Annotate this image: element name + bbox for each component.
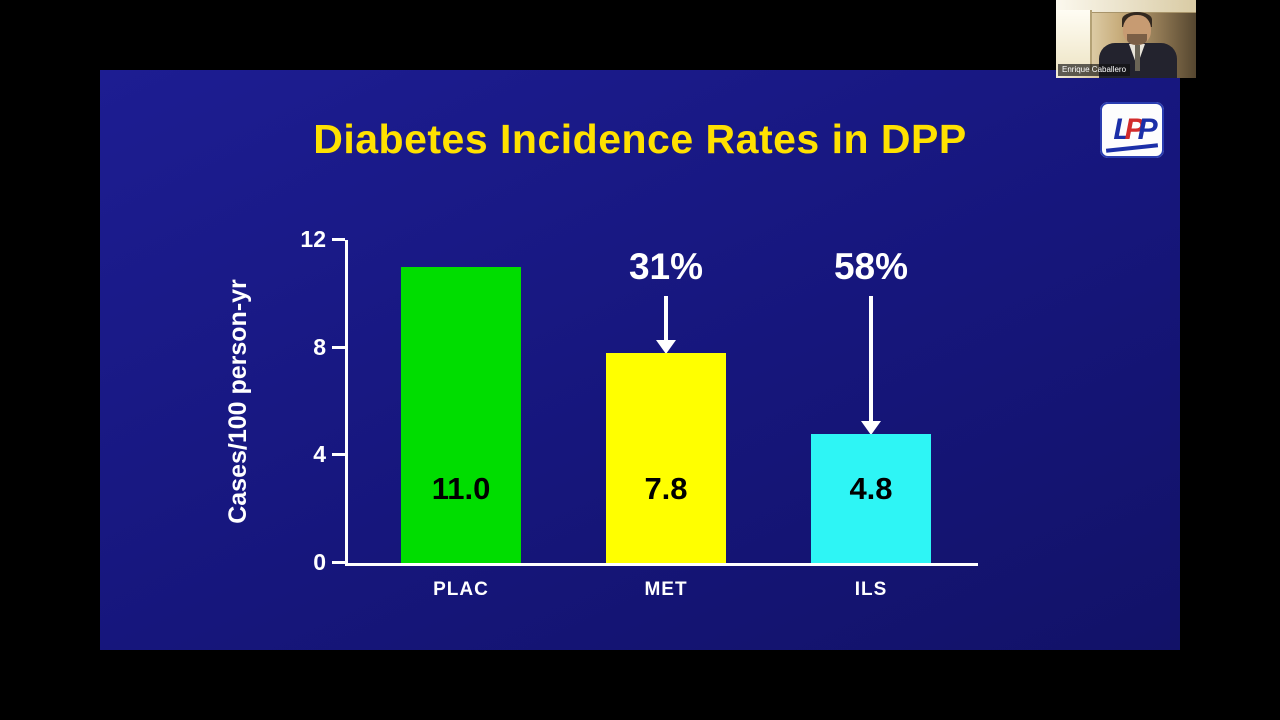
tick-mark bbox=[332, 238, 345, 241]
bar-value-met: 7.8 bbox=[644, 471, 688, 506]
logo-letter: L bbox=[1113, 113, 1132, 146]
tick-mark bbox=[332, 453, 345, 457]
bar-ils bbox=[811, 433, 931, 563]
presenter-tie bbox=[1135, 45, 1140, 71]
bar-value-ils: 4.8 bbox=[849, 471, 893, 506]
presenter-name-label: Enrique Caballero bbox=[1058, 63, 1131, 76]
bar-column-ils: 58% 4.8 ILS bbox=[811, 240, 931, 600]
webcam-ceiling bbox=[1056, 0, 1196, 13]
bar-met bbox=[606, 353, 726, 563]
tick-mark bbox=[332, 561, 345, 564]
reduction-label-ils: 58% bbox=[833, 246, 909, 287]
down-arrow-icon bbox=[869, 296, 873, 422]
presentation-slide: Diabetes Incidence Rates in DPP Cases/10… bbox=[100, 70, 1180, 650]
x-category-label-met: MET bbox=[644, 579, 688, 600]
slide-title: Diabetes Incidence Rates in DPP bbox=[313, 116, 967, 162]
x-category-label-ils: ILS bbox=[854, 579, 888, 600]
tick-mark bbox=[332, 345, 345, 349]
webcam-window bbox=[1056, 10, 1092, 70]
lpp-logo: L P P bbox=[1100, 102, 1164, 158]
bar-value-plac: 11.0 bbox=[431, 471, 491, 506]
logo-letter: P bbox=[1124, 113, 1145, 146]
y-tick-label: 4 bbox=[313, 441, 326, 468]
presenter-beard bbox=[1127, 34, 1147, 45]
y-axis-label: Cases/100 person-yr bbox=[223, 279, 252, 524]
y-tick-label: 0 bbox=[313, 549, 326, 575]
logo-letter: P bbox=[1137, 113, 1158, 146]
down-arrow-icon bbox=[664, 296, 668, 342]
y-tick-label: 8 bbox=[313, 333, 326, 360]
reduction-label-met: 31% bbox=[628, 246, 704, 287]
bar-plac bbox=[401, 266, 521, 563]
bar-chart-plot-area: 0 4 8 12 11.0 PLAC 31% 7.8 MET bbox=[300, 226, 978, 600]
y-axis-label-wrap: Cases/100 person-yr bbox=[208, 240, 268, 563]
bar-column-plac: 11.0 PLAC bbox=[401, 240, 521, 600]
y-tick-label: 12 bbox=[300, 226, 326, 252]
presenter-webcam-video: Enrique Caballero bbox=[1056, 0, 1196, 78]
bar-column-met: 31% 7.8 MET bbox=[606, 240, 726, 600]
x-category-label-plac: PLAC bbox=[433, 579, 489, 600]
